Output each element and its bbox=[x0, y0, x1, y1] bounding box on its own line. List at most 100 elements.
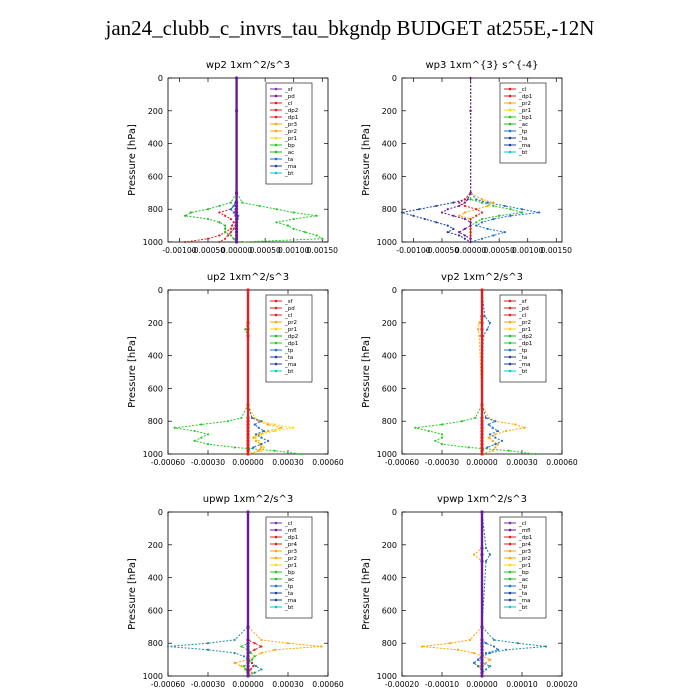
series-point-bp bbox=[250, 658, 254, 661]
series-point-tp bbox=[435, 204, 438, 208]
legend-marker bbox=[274, 115, 278, 119]
legend-entry: _mfl bbox=[284, 528, 297, 534]
series-point-ma bbox=[206, 648, 210, 651]
y-axis-label: Pressure [hPa] bbox=[127, 124, 138, 196]
series-point-bp1 bbox=[463, 217, 466, 221]
series-point-ac bbox=[509, 208, 512, 211]
legend-entry: _dp2 bbox=[284, 334, 298, 340]
legend-marker bbox=[508, 542, 512, 546]
legend-entry: _cl bbox=[284, 101, 293, 107]
y-tick-label: 200 bbox=[382, 107, 397, 116]
plot-frame bbox=[401, 77, 563, 243]
series-point-ma bbox=[504, 648, 508, 651]
series-point-tp bbox=[486, 328, 489, 331]
legend-marker bbox=[274, 129, 278, 133]
series-point-tp bbox=[260, 443, 263, 446]
series-point-cl bbox=[246, 641, 250, 645]
series-point-cl bbox=[246, 654, 250, 658]
series-point-cl bbox=[246, 644, 250, 649]
series-point-dp1 bbox=[250, 661, 254, 664]
series-point-ac bbox=[224, 231, 227, 234]
series-point-cl bbox=[246, 449, 250, 453]
y-tick-label: 400 bbox=[148, 574, 163, 583]
series-point-ac bbox=[206, 208, 210, 211]
series-point-cl bbox=[246, 638, 250, 642]
series-point-pr2 bbox=[484, 661, 488, 664]
series-point-dp1 bbox=[427, 429, 430, 433]
legend-entry: _pr2 bbox=[518, 101, 531, 107]
y-tick-label: 0 bbox=[158, 286, 163, 295]
x-tick-label: 0.00030 bbox=[506, 458, 538, 467]
series-point-bp1 bbox=[469, 237, 472, 240]
series-point-ma bbox=[206, 642, 210, 645]
series-point-tp bbox=[257, 426, 260, 429]
y-tick-label: 1000 bbox=[377, 672, 397, 681]
series-point-dp1 bbox=[218, 240, 221, 244]
legend-marker bbox=[508, 556, 512, 560]
legend-marker bbox=[508, 94, 512, 98]
series-point-cl bbox=[480, 654, 484, 658]
series-point-tp bbox=[266, 439, 270, 442]
series-point-cl bbox=[246, 403, 250, 407]
series-point-cl bbox=[246, 661, 250, 665]
series-point-pd bbox=[234, 207, 239, 211]
series-point-tp bbox=[253, 423, 256, 426]
y-tick-label: 400 bbox=[382, 352, 397, 361]
y-axis-label: Pressure [hPa] bbox=[127, 558, 138, 630]
y-tick-label: 600 bbox=[382, 384, 397, 393]
legend-marker bbox=[508, 87, 512, 91]
x-tick-label: 0.00030 bbox=[272, 458, 304, 467]
y-axis-label: Pressure [hPa] bbox=[361, 124, 372, 196]
series-point-pr2 bbox=[458, 214, 461, 217]
x-tick-label: 0.00000 bbox=[221, 246, 253, 255]
series-point-tp bbox=[435, 221, 438, 224]
legend-marker bbox=[274, 150, 278, 154]
series-point-ma bbox=[242, 655, 246, 658]
series-point-cl bbox=[246, 625, 250, 629]
series-point-pr2 bbox=[240, 665, 243, 668]
series-point-ma bbox=[488, 665, 492, 668]
legend-marker bbox=[508, 313, 512, 317]
legend-entry: _cl bbox=[284, 313, 293, 319]
series-point-tp bbox=[476, 665, 480, 668]
series-point-pr2 bbox=[257, 449, 260, 452]
series-point-ma bbox=[254, 665, 258, 668]
legend-entry: _ma bbox=[284, 164, 296, 170]
series-point-dp1 bbox=[224, 237, 227, 240]
series-point-ac bbox=[224, 227, 227, 230]
series-point-ac bbox=[184, 214, 187, 217]
series-point-bp1 bbox=[463, 234, 466, 237]
series-point-cl bbox=[246, 658, 250, 662]
legend-entry: _tp bbox=[518, 584, 528, 590]
series-point-cl bbox=[246, 288, 250, 292]
chart-panel-5: upwp 1xm^2/s^3 Pressure [hPa] 0 200 400 600 80… bbox=[127, 494, 344, 689]
legend-entry: _bt bbox=[284, 369, 294, 375]
legend-marker bbox=[274, 334, 278, 338]
legend-marker bbox=[274, 521, 278, 525]
legend-entry: _cl bbox=[518, 87, 527, 93]
legend-entry: _tp bbox=[284, 584, 294, 590]
legend-marker bbox=[508, 577, 512, 581]
series-point-cl bbox=[246, 429, 250, 433]
series-point-tp bbox=[491, 426, 494, 429]
x-tick-label: 0.00050 bbox=[483, 246, 515, 255]
series-point-bp bbox=[292, 217, 295, 221]
series-point-tp bbox=[484, 651, 488, 655]
series-point-cl bbox=[480, 661, 484, 665]
series-point-dp1 bbox=[226, 234, 230, 237]
series-point-ac bbox=[492, 204, 495, 208]
legend-entry: _pr2 bbox=[518, 556, 531, 562]
legend-marker bbox=[508, 355, 512, 359]
series-point-pd bbox=[234, 210, 239, 215]
y-tick-label: 800 bbox=[382, 205, 397, 214]
legend-marker bbox=[508, 563, 512, 567]
legend-entry: _ma bbox=[518, 362, 530, 368]
series-point-cl bbox=[475, 208, 478, 211]
legend-entry: _pr4 bbox=[518, 542, 532, 548]
series-point-dp1 bbox=[200, 436, 203, 439]
legend-marker bbox=[508, 369, 512, 373]
series-point-bp1 bbox=[463, 201, 466, 204]
legend-entry: _pr1 bbox=[518, 108, 531, 114]
series-point-cl bbox=[480, 671, 484, 675]
y-tick-label: 200 bbox=[382, 319, 397, 328]
